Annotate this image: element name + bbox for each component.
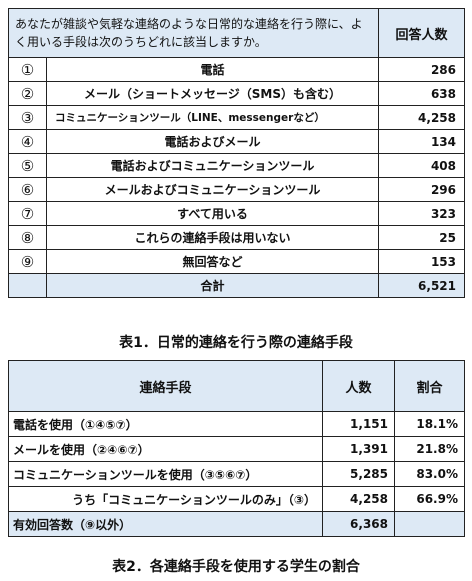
row-ratio: 83.0% bbox=[394, 461, 465, 487]
row-label: メール（ショートメッセージ（SMS）も含む） bbox=[46, 81, 379, 106]
table-row: コミュニケーションツールを使用（③⑤⑥⑦） 5,285 83.0% bbox=[8, 461, 465, 487]
row-number: ⑤ bbox=[8, 153, 47, 178]
table-usage-ratio: 連絡手段 人数 割合 電話を使用（①④⑤⑦） 1,151 18.1% メールを使… bbox=[8, 360, 465, 537]
row-count: 286 bbox=[378, 57, 465, 82]
question-header: あなたが雑談や気軽な連絡のような日常的な連絡を行う際に、よく用いる手段は次のうち… bbox=[8, 8, 379, 58]
row-people: 5,285 bbox=[322, 461, 395, 487]
row-number: ④ bbox=[8, 129, 47, 154]
row-count: 153 bbox=[378, 249, 465, 274]
table1-header-row: あなたが雑談や気軽な連絡のような日常的な連絡を行う際に、よく用いる手段は次のうち… bbox=[8, 8, 465, 58]
row-number: ⑥ bbox=[8, 177, 47, 202]
row-label: 電話およびメール bbox=[46, 129, 379, 154]
row-label: 電話およびコミュニケーションツール bbox=[46, 153, 379, 178]
table2-header-row: 連絡手段 人数 割合 bbox=[8, 360, 465, 412]
total-value: 6,521 bbox=[378, 273, 465, 298]
row-number: ⑦ bbox=[8, 201, 47, 226]
row-number: ⑨ bbox=[8, 249, 47, 274]
row-count: 323 bbox=[378, 201, 465, 226]
valid-spacer bbox=[394, 511, 465, 537]
row-people: 4,258 bbox=[322, 486, 395, 512]
table-row: ⑨ 無回答など 153 bbox=[8, 249, 465, 274]
row-count: 25 bbox=[378, 225, 465, 250]
row-label: 電話 bbox=[46, 57, 379, 82]
table-row: ⑥ メールおよびコミュニケーションツール 296 bbox=[8, 177, 465, 202]
row-people: 1,151 bbox=[322, 411, 395, 437]
total-row: 合計 6,521 bbox=[8, 273, 465, 298]
row-ratio: 66.9% bbox=[394, 486, 465, 512]
table-row: ④ 電話およびメール 134 bbox=[8, 129, 465, 154]
row-label: 電話を使用（①④⑤⑦） bbox=[8, 411, 323, 437]
row-people: 1,391 bbox=[322, 436, 395, 462]
table-row: ⑤ 電話およびコミュニケーションツール 408 bbox=[8, 153, 465, 178]
row-label: コミュニケーションツール（LINE、messengerなど） bbox=[46, 105, 379, 130]
row-number: ② bbox=[8, 81, 47, 106]
row-number: ① bbox=[8, 57, 47, 82]
table-row: ⑧ これらの連絡手段は用いない 25 bbox=[8, 225, 465, 250]
row-number: ③ bbox=[8, 105, 47, 130]
valid-label: 有効回答数（⑨以外） bbox=[8, 511, 323, 537]
row-label: うち「コミュニケーションツールのみ」（③） bbox=[8, 486, 323, 512]
valid-value: 6,368 bbox=[322, 511, 395, 537]
row-label: メールを使用（②④⑥⑦） bbox=[8, 436, 323, 462]
row-count: 638 bbox=[378, 81, 465, 106]
row-ratio: 18.1% bbox=[394, 411, 465, 437]
ratio-header: 割合 bbox=[394, 360, 465, 412]
table1-caption: 表1．日常的連絡を行う際の連絡手段 bbox=[119, 335, 353, 351]
table-row: ② メール（ショートメッセージ（SMS）も含む） 638 bbox=[8, 81, 465, 106]
table-row: うち「コミュニケーションツールのみ」（③） 4,258 66.9% bbox=[8, 486, 465, 512]
row-label: コミュニケーションツールを使用（③⑤⑥⑦） bbox=[8, 461, 323, 487]
row-count: 134 bbox=[378, 129, 465, 154]
means-header: 連絡手段 bbox=[8, 360, 323, 412]
table-communication-means: あなたが雑談や気軽な連絡のような日常的な連絡を行う際に、よく用いる手段は次のうち… bbox=[8, 8, 465, 298]
table-row: ⑦ すべて用いる 323 bbox=[8, 201, 465, 226]
table-row: ① 電話 286 bbox=[8, 57, 465, 82]
total-spacer bbox=[8, 273, 47, 298]
total-label: 合計 bbox=[46, 273, 379, 298]
table-row: ③ コミュニケーションツール（LINE、messengerなど） 4,258 bbox=[8, 105, 465, 130]
row-label: 無回答など bbox=[46, 249, 379, 274]
row-label: これらの連絡手段は用いない bbox=[46, 225, 379, 250]
row-ratio: 21.8% bbox=[394, 436, 465, 462]
valid-row: 有効回答数（⑨以外） 6,368 bbox=[8, 511, 465, 537]
people-header: 人数 bbox=[322, 360, 395, 412]
row-label: メールおよびコミュニケーションツール bbox=[46, 177, 379, 202]
table-row: 電話を使用（①④⑤⑦） 1,151 18.1% bbox=[8, 411, 465, 437]
row-count: 4,258 bbox=[378, 105, 465, 130]
row-count: 408 bbox=[378, 153, 465, 178]
row-number: ⑧ bbox=[8, 225, 47, 250]
row-count: 296 bbox=[378, 177, 465, 202]
row-label: すべて用いる bbox=[46, 201, 379, 226]
table-row: メールを使用（②④⑥⑦） 1,391 21.8% bbox=[8, 436, 465, 462]
table2-caption: 表2．各連絡手段を使用する学生の割合 bbox=[112, 559, 360, 575]
count-header: 回答人数 bbox=[378, 8, 465, 58]
